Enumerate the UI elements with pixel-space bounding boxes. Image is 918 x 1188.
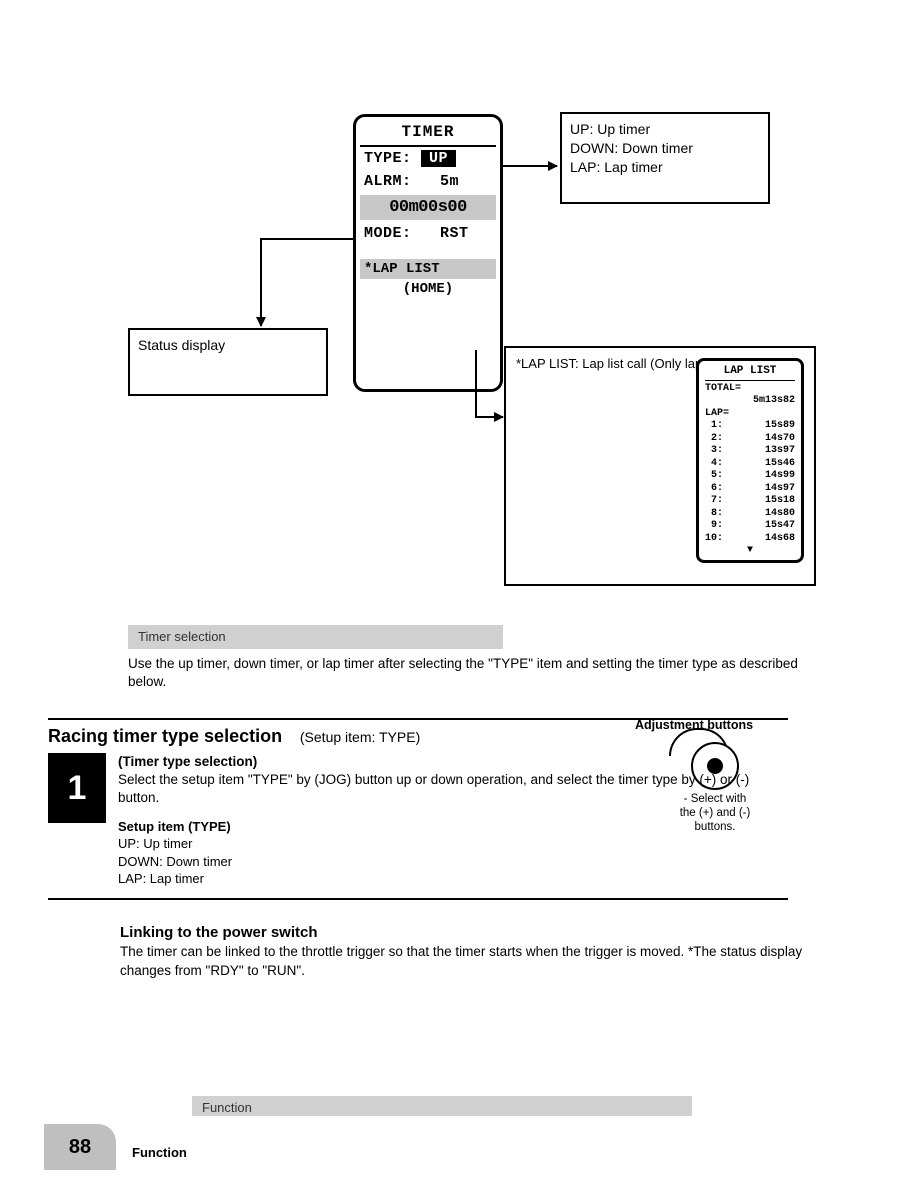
alrm-label: ALRM: xyxy=(364,173,412,190)
procedure-table: Racing timer type selection (Setup item:… xyxy=(48,718,788,900)
lap-row: 1:15s89 xyxy=(705,420,795,433)
scroll-down-icon: ▼ xyxy=(705,545,795,558)
setting-opt3: LAP: Lap timer xyxy=(118,870,788,888)
step-body: Select the setup item "TYPE" by (JOG) bu… xyxy=(118,771,788,807)
lap-row-val: 15s18 xyxy=(727,495,795,508)
lap-row: 9:15s47 xyxy=(705,520,795,533)
lap-row-val: 14s68 xyxy=(727,533,795,546)
step-number: 1 xyxy=(68,771,87,805)
type-options-box: UP: Up timer DOWN: Down timer LAP: Lap t… xyxy=(560,112,770,204)
lap-row: 4:15s46 xyxy=(705,458,795,471)
lap-row: 2:14s70 xyxy=(705,433,795,446)
setting-label: Setup item (TYPE) xyxy=(118,818,788,836)
lap-row-val: 14s99 xyxy=(727,470,795,483)
lap-label: LAP= xyxy=(705,408,795,421)
lcd-mode-row: MODE: RST xyxy=(356,222,500,245)
step-title: (Timer type selection) xyxy=(118,753,788,771)
lap-row-num: 6: xyxy=(705,483,727,496)
setting-opt1: UP: Up timer xyxy=(118,835,788,853)
setting-opt2: DOWN: Down timer xyxy=(118,853,788,871)
lap-row-val: 15s47 xyxy=(727,520,795,533)
lap-list-detail-box: *LAP LIST: Lap list call (Only lap timer… xyxy=(504,346,816,586)
arrow-lap-seg2 xyxy=(475,416,503,418)
lap-row-num: 8: xyxy=(705,508,727,521)
lap-row-val: 14s70 xyxy=(727,433,795,446)
timer-lcd-panel: TIMER TYPE: UP ALRM: 5m 00m00s00 MODE: R… xyxy=(353,114,503,392)
table-title-text: Racing timer type selection xyxy=(48,726,282,746)
arrow-time-seg2 xyxy=(260,238,262,326)
alrm-value: 5m xyxy=(440,173,459,190)
lap-list-lcd: LAP LIST TOTAL= 5m13s82 LAP= 1:15s892:14… xyxy=(696,358,804,563)
home-label: (HOME) xyxy=(356,279,500,297)
lap-total-label: TOTAL= xyxy=(705,383,795,396)
lap-row-num: 7: xyxy=(705,495,727,508)
lap-row: 5:14s99 xyxy=(705,470,795,483)
opt-down: DOWN: Down timer xyxy=(570,139,760,158)
arrow-lap-seg1 xyxy=(475,350,477,416)
lap-row: 8:14s80 xyxy=(705,508,795,521)
lap-row-val: 13s97 xyxy=(727,445,795,458)
lap-row: 10:14s68 xyxy=(705,533,795,546)
status-display-box: Status display xyxy=(128,328,328,396)
table-title: Racing timer type selection (Setup item:… xyxy=(48,718,788,747)
para2-head: Linking to the power switch xyxy=(120,924,318,941)
lap-row-num: 3: xyxy=(705,445,727,458)
page-number-tab: 88 xyxy=(44,1124,116,1170)
lap-row-num: 5: xyxy=(705,470,727,483)
time-display: 00m00s00 xyxy=(360,195,496,220)
footer-section-bar: Function xyxy=(192,1096,692,1116)
table-row: 1 (Timer type selection) Select the setu… xyxy=(48,747,788,900)
lcd-type-row: TYPE: UP xyxy=(356,147,500,170)
lap-rows-container: 1:15s892:14s703:13s974:15s465:14s996:14s… xyxy=(705,420,795,545)
type-label: TYPE: xyxy=(364,150,412,167)
type-value: UP xyxy=(421,150,456,167)
lap-row: 6:14s97 xyxy=(705,483,795,496)
step-badge: 1 xyxy=(48,753,106,823)
para-timer-selection: Use the up timer, down timer, or lap tim… xyxy=(128,655,818,691)
status-line1: Status display xyxy=(138,336,318,355)
mode-label: MODE: xyxy=(364,225,412,242)
lap-row: 7:15s18 xyxy=(705,495,795,508)
para-power-link: Linking to the power switch The timer ca… xyxy=(120,922,810,981)
lap-row-num: 1: xyxy=(705,420,727,433)
para2-body: The timer can be linked to the throttle … xyxy=(120,944,802,978)
lap-list-menu-item: *LAP LIST xyxy=(360,259,496,279)
lap-row-val: 14s80 xyxy=(727,508,795,521)
mode-value: RST xyxy=(440,225,469,242)
lap-total-value: 5m13s82 xyxy=(705,395,795,408)
section-heading-timer-selection: Timer selection xyxy=(128,625,503,649)
lap-row: 3:13s97 xyxy=(705,445,795,458)
lap-row-val: 15s46 xyxy=(727,458,795,471)
lcd-title: TIMER xyxy=(356,123,500,141)
table-subtitle: (Setup item: TYPE) xyxy=(300,729,420,745)
lap-lcd-title: LAP LIST xyxy=(705,365,795,381)
lap-row-num: 2: xyxy=(705,433,727,446)
footer-label: Function xyxy=(132,1145,187,1160)
opt-lap: LAP: Lap timer xyxy=(570,158,760,177)
lap-row-val: 14s97 xyxy=(727,483,795,496)
arrow-time-seg1 xyxy=(260,238,353,240)
lap-row-num: 4: xyxy=(705,458,727,471)
lap-row-num: 9: xyxy=(705,520,727,533)
step-content: (Timer type selection) Select the setup … xyxy=(118,753,788,888)
lcd-alrm-row: ALRM: 5m xyxy=(356,170,500,193)
arrow-type-to-desc xyxy=(503,165,557,167)
lap-row-val: 15s89 xyxy=(727,420,795,433)
lap-row-num: 10: xyxy=(705,533,727,546)
opt-up: UP: Up timer xyxy=(570,120,760,139)
